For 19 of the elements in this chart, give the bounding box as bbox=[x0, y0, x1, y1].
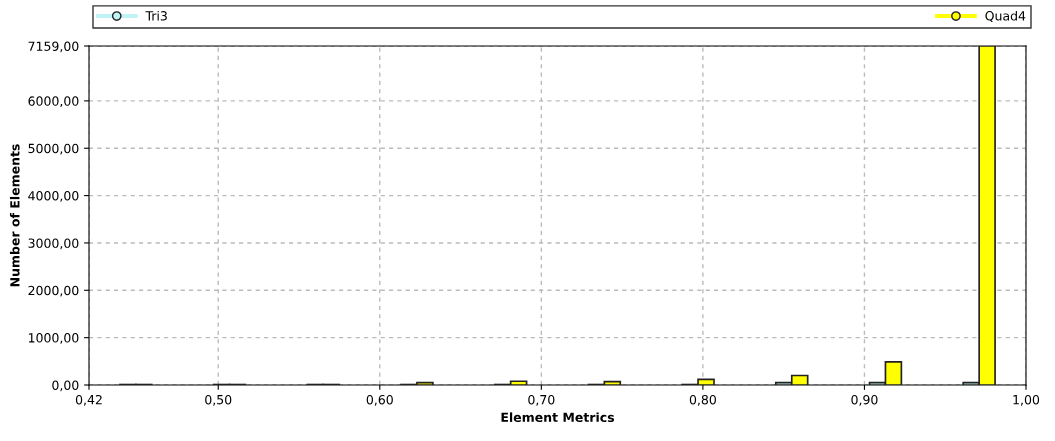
legend-label: Tri3 bbox=[145, 10, 167, 21]
y-axis-title: Number of Elements bbox=[9, 144, 20, 287]
x-tick-label: 0,50 bbox=[205, 394, 232, 406]
x-tick-label: 0,90 bbox=[851, 394, 878, 406]
x-tick-label: 0,70 bbox=[528, 394, 555, 406]
y-tick-label: 5000,00 bbox=[28, 143, 79, 155]
y-tick-label: 2000,00 bbox=[28, 285, 79, 297]
x-tick-label: 0,42 bbox=[75, 394, 102, 406]
x-axis-title: Element Metrics bbox=[501, 412, 615, 423]
y-tick-label: 6000,00 bbox=[28, 96, 79, 108]
x-tick-label: 0,80 bbox=[689, 394, 716, 406]
y-tick-label: 7159,00 bbox=[28, 41, 79, 53]
y-tick-label: 0,00 bbox=[52, 380, 79, 392]
y-tick-label: 4000,00 bbox=[28, 191, 79, 202]
y-tick-label: 1000,00 bbox=[28, 333, 79, 344]
x-tick-label: 0,60 bbox=[366, 394, 393, 406]
y-tick-label: 3000,00 bbox=[28, 238, 79, 250]
legend-label: Quad4 bbox=[985, 10, 1026, 23]
x-tick-label: 1,00 bbox=[1013, 394, 1040, 406]
